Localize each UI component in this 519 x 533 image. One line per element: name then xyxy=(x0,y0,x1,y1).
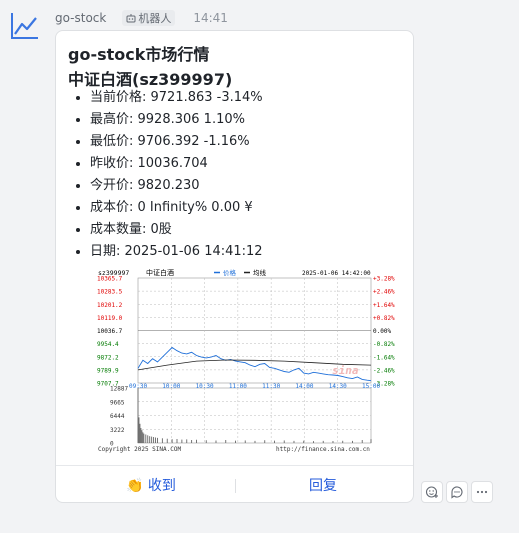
line-chart-icon xyxy=(11,13,38,39)
y-tick-left: 10201.2 xyxy=(97,302,123,309)
y-tick-left: 9872.2 xyxy=(97,354,119,361)
list-item: 当前价格: 9721.863 -3.14% xyxy=(90,87,263,109)
list-item: 日期: 2025-01-06 14:41:12 xyxy=(90,241,263,263)
x-tick: 11:00 xyxy=(229,383,247,390)
list-item: 最低价: 9706.392 -1.16% xyxy=(90,131,263,153)
y-tick-right: -1.64% xyxy=(373,354,395,361)
series-line xyxy=(137,346,372,382)
button-separator xyxy=(235,479,236,493)
x-tick: 09:30 xyxy=(129,383,147,390)
x-tick: 10:30 xyxy=(196,383,214,390)
x-tick: 14:30 xyxy=(329,383,347,390)
y-tick-right: -0.82% xyxy=(373,341,395,348)
volume-tick: 9665 xyxy=(110,399,125,406)
sender-name[interactable]: go-stock xyxy=(55,11,107,25)
list-item: 最高价: 9928.306 1.10% xyxy=(90,109,263,131)
quote-info-list: 当前价格: 9721.863 -3.14% 最高价: 9928.306 1.10… xyxy=(68,87,263,263)
y-tick-right: -3.28% xyxy=(373,381,395,388)
message-actions xyxy=(421,481,496,503)
comment-button[interactable] xyxy=(446,481,468,503)
collect-button[interactable]: 👏 收到 xyxy=(126,478,176,494)
volume-tick: 6444 xyxy=(110,413,125,420)
card-divider xyxy=(56,465,413,466)
x-tick: 10:00 xyxy=(162,383,180,390)
avatar[interactable] xyxy=(8,10,40,42)
y-tick-right: -2.46% xyxy=(373,367,395,374)
chart-code: sz399997 xyxy=(98,269,129,277)
intraday-chart[interactable]: sz399997 中证白酒 价格 均线 2025-01-06 14:42:00 10365… xyxy=(96,268,416,453)
list-item: 成本数量: 0股 xyxy=(90,219,263,241)
emoji-add-icon xyxy=(425,486,438,498)
volume-tick: 0 xyxy=(110,441,114,448)
reply-button[interactable]: 回复 xyxy=(309,478,337,494)
legend-price-label: 价格 xyxy=(223,268,237,277)
volume-tick: 3222 xyxy=(110,427,125,434)
bot-badge-label: 机器人 xyxy=(138,12,172,25)
comment-icon xyxy=(451,486,463,499)
y-tick-left: 10119.0 xyxy=(97,315,123,322)
message-card: go-stock市场行情 中证白酒(sz399997) 当前价格: 9721.8… xyxy=(55,30,414,503)
y-tick-right: +0.82% xyxy=(373,315,395,322)
y-tick-right: +2.46% xyxy=(373,289,395,296)
more-icon xyxy=(476,490,488,494)
y-tick-right: +3.28% xyxy=(373,276,395,283)
chart-copyright: Copyright 2025 SINA.COM xyxy=(98,446,181,453)
chart-name: 中证白酒 xyxy=(146,268,174,277)
card-subtitle: 中证白酒(sz399997) xyxy=(68,70,233,89)
more-button[interactable] xyxy=(471,481,493,503)
list-item: 成本价: 0 Infinity% 0.00 ¥ xyxy=(90,197,263,219)
y-tick-left: 9789.9 xyxy=(97,367,119,374)
message-time: 14:41 xyxy=(193,11,228,25)
volume-tick: 12887 xyxy=(110,386,128,393)
y-tick-left: 9707.7 xyxy=(97,381,119,388)
legend-avg-label: 均线 xyxy=(253,268,267,277)
x-tick: 11:30 xyxy=(262,383,280,390)
add-reaction-button[interactable] xyxy=(421,481,443,503)
y-tick-right: +1.64% xyxy=(373,302,395,309)
y-tick-right: 0.00% xyxy=(373,328,391,335)
x-tick: 15:00 xyxy=(362,383,380,390)
y-tick-left: 9954.4 xyxy=(97,341,119,348)
list-item: 昨收价: 10036.704 xyxy=(90,153,263,175)
robot-icon xyxy=(126,14,136,23)
sina-watermark: sina xyxy=(332,364,359,377)
y-tick-left: 10036.7 xyxy=(97,328,123,335)
series-line xyxy=(137,359,372,371)
y-tick-left: 10283.5 xyxy=(97,289,123,296)
y-tick-left: 10365.7 xyxy=(97,276,123,283)
chart-datetime: 2025-01-06 14:42:00 xyxy=(302,270,371,277)
card-title: go-stock市场行情 xyxy=(68,45,210,64)
bot-badge: 机器人 xyxy=(122,10,176,26)
message-meta: go-stock 机器人 14:41 xyxy=(55,10,228,26)
chart-source: http://finance.sina.com.cn xyxy=(276,446,370,453)
list-item: 今开价: 9820.230 xyxy=(90,175,263,197)
x-tick: 14:00 xyxy=(295,383,313,390)
